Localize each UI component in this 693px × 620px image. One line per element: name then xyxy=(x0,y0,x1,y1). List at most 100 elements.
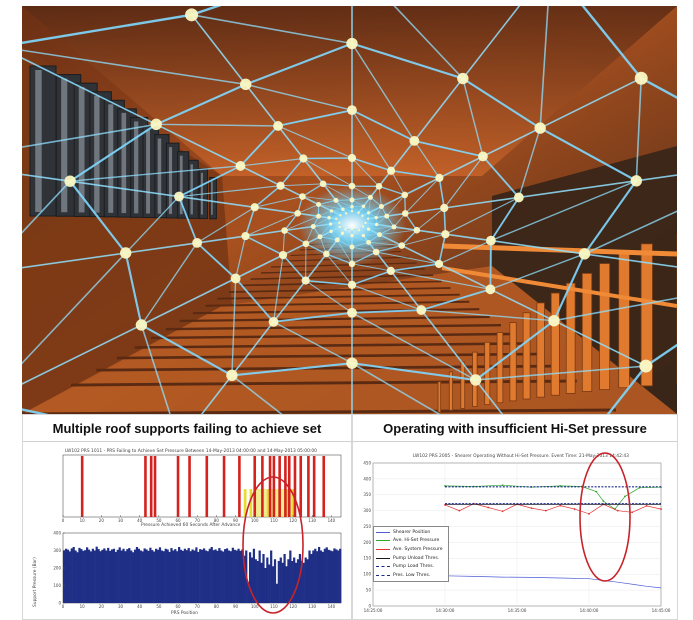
network-link xyxy=(196,206,256,244)
network-node xyxy=(367,194,373,200)
support-pressure-bar xyxy=(266,557,269,603)
network-link xyxy=(273,321,353,364)
legend-item: Ave. Hi-Set Pressure xyxy=(376,537,446,546)
network-node xyxy=(364,221,367,225)
support-pressure-bar xyxy=(235,550,238,603)
conveyor-post xyxy=(437,381,442,413)
network-link xyxy=(351,185,371,198)
floor-plate xyxy=(134,342,526,349)
network-link xyxy=(272,254,284,322)
support-pressure-bar xyxy=(247,582,250,603)
support-pressure-bar xyxy=(287,559,290,603)
support-leg-highlight xyxy=(35,70,42,212)
network-node xyxy=(398,242,406,249)
support-pressure-bar xyxy=(201,549,204,603)
legend-swatch xyxy=(376,557,390,559)
support-pressure-bar xyxy=(179,549,183,603)
support-pressure-bar xyxy=(256,561,259,603)
top-x-tick-label: 60 xyxy=(175,518,181,523)
network-link xyxy=(390,270,491,290)
network-node xyxy=(486,235,496,246)
x-tick-label: 14:35:00 xyxy=(508,608,527,613)
network-node xyxy=(347,105,357,116)
network-node xyxy=(341,207,345,211)
legend-label: Ave. Hi-Set Pressure xyxy=(393,538,440,544)
network-link xyxy=(351,246,377,253)
floor-plate xyxy=(71,379,577,387)
support-pressure-bar xyxy=(189,551,192,603)
network-link xyxy=(351,228,364,236)
legend-item: Shearer Position xyxy=(376,528,446,537)
network-link xyxy=(305,280,353,314)
network-node xyxy=(120,247,132,259)
network-link xyxy=(413,140,440,179)
network-link xyxy=(386,194,406,217)
support-pressure-bar xyxy=(95,546,98,603)
network-link xyxy=(284,215,319,231)
support-pressure-bar xyxy=(195,547,198,603)
conveyor-post xyxy=(550,292,560,396)
legend-swatch xyxy=(376,531,390,533)
support-pressure-bar xyxy=(185,550,188,603)
support-pressure-bar xyxy=(145,549,148,603)
support-pressure-bar xyxy=(139,550,142,603)
roof-supports-charts: 0 10 20 30 40 50 60 70 80 90 100 110 120 130 140010020… xyxy=(53,454,342,614)
floor-plate xyxy=(116,352,541,360)
y-tick-label: 300 xyxy=(363,508,371,513)
network-node xyxy=(361,204,366,208)
network-link xyxy=(421,309,555,322)
network-spoke xyxy=(365,222,677,268)
bottom-chart-title: Pressure Achieved 60 Seconds After Advan… xyxy=(141,523,241,528)
support-pressure-bar xyxy=(133,549,137,603)
network-node xyxy=(273,121,283,131)
network-node xyxy=(375,183,383,190)
support-pressure-bar xyxy=(158,547,162,603)
support-pressure-bar xyxy=(156,549,160,603)
support-leg-highlight xyxy=(179,155,183,215)
support-pressure-bar xyxy=(166,549,169,603)
network-link xyxy=(475,365,646,381)
network-node xyxy=(334,237,340,243)
network-node xyxy=(339,214,342,217)
network-node xyxy=(350,205,354,209)
bottom-x-tick-label: 60 xyxy=(175,604,181,609)
support-pressure-bar xyxy=(310,554,313,603)
network-node xyxy=(434,259,444,269)
bottom-x-tick-label: 50 xyxy=(156,604,162,609)
support-pressure-bar xyxy=(308,550,311,603)
support-pressure-bar xyxy=(170,548,173,603)
network-link xyxy=(125,196,180,254)
network-node xyxy=(349,244,355,250)
support-pressure-bar xyxy=(147,550,150,603)
conveyor-post xyxy=(460,361,466,409)
network-node xyxy=(457,72,469,85)
network-node xyxy=(64,175,76,187)
network-link xyxy=(335,200,353,208)
network-node xyxy=(230,273,241,284)
bottom-y-tick-label: 300 xyxy=(53,548,61,553)
series-marker xyxy=(645,505,648,507)
support-pressure-bar xyxy=(141,551,144,603)
top-x-tick-label: 70 xyxy=(195,518,201,523)
support-pressure-bar xyxy=(82,550,85,603)
support-pressure-bar xyxy=(333,548,336,603)
support-pressure-bar xyxy=(291,561,294,603)
x-tick-label: 14:25:00 xyxy=(364,608,383,613)
network-link xyxy=(379,229,417,235)
network-link xyxy=(240,157,304,167)
support-pressure-bar xyxy=(281,562,284,603)
bottom-x-tick-label: 20 xyxy=(99,604,105,609)
network-node xyxy=(485,284,496,295)
support-leg-highlight xyxy=(134,121,139,214)
network-link xyxy=(322,183,353,201)
network-node xyxy=(338,225,341,229)
series-marker xyxy=(501,484,504,487)
series-marker xyxy=(530,507,533,510)
network-node xyxy=(634,71,648,85)
network-node xyxy=(441,230,450,239)
network-node xyxy=(347,153,357,163)
network-node xyxy=(361,225,365,228)
network-node xyxy=(435,173,444,182)
network-node xyxy=(348,182,356,190)
legend-item: Ave. System Pressure xyxy=(376,545,446,554)
